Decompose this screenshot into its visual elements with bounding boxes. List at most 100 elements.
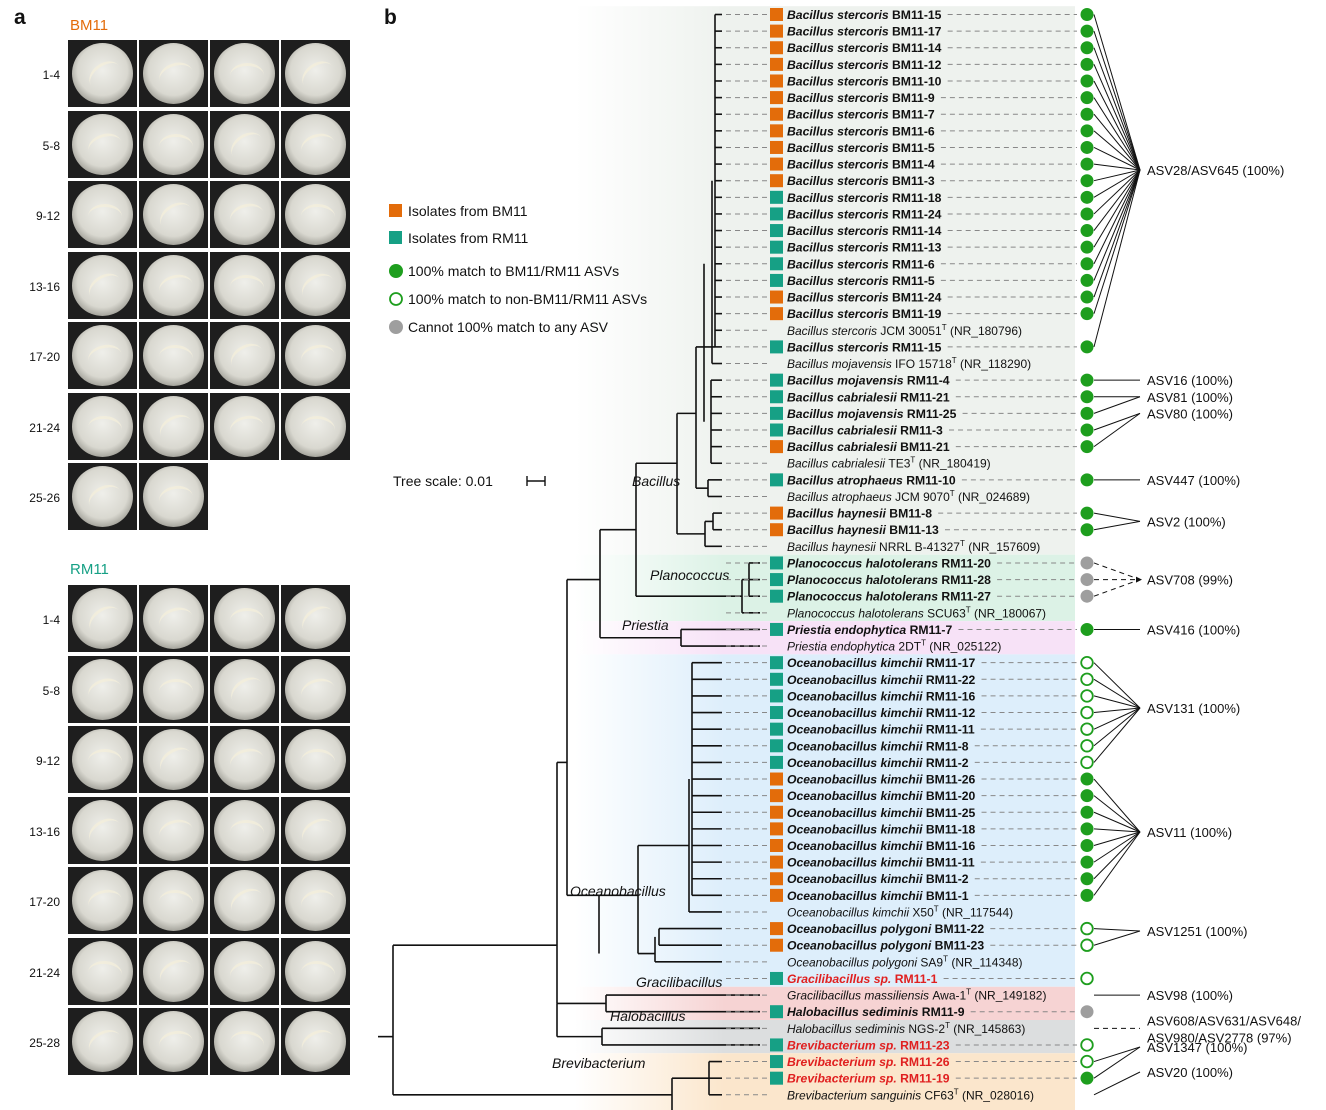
rm11-isolate-marker bbox=[770, 722, 783, 736]
asv-label: ASV81 (100%) bbox=[1147, 390, 1233, 405]
bm11-isolate-marker bbox=[770, 157, 783, 171]
bm11-isolate-marker bbox=[770, 888, 783, 902]
isolate-row: Bacillus cabrialesii RM11-21 bbox=[726, 390, 1094, 404]
isolate-label: Gracilibacillus sp. RM11-1 bbox=[787, 972, 938, 986]
reference-label: Oceanobacillus kimchii X50T (NR_117544) bbox=[787, 904, 1013, 919]
isolate-label: Brevibacterium sp. RM11-26 bbox=[787, 1055, 950, 1069]
asv-label: ASV11 (100%) bbox=[1147, 825, 1232, 840]
reference-label: Bacillus cabrialesii TE3T (NR_180419) bbox=[787, 456, 991, 471]
asv-match-filled-icon bbox=[1080, 772, 1094, 786]
isolate-label: Bacillus cabrialesii RM11-3 bbox=[787, 424, 943, 438]
isolate-row: Priestia endophytica RM11-7 bbox=[726, 622, 1094, 637]
isolate-row: Brevibacterium sp. RM11-19 bbox=[726, 1071, 1094, 1086]
isolate-label: Bacillus stercoris RM11-14 bbox=[787, 224, 942, 238]
plate-row-label: 17-20 bbox=[29, 350, 60, 364]
reference-strain-row: Bacillus cabrialesii TE3T (NR_180419) bbox=[726, 456, 991, 471]
isolate-row: Halobacillus sediminis RM11-9 bbox=[726, 1005, 1094, 1019]
isolate-row: Bacillus stercoris RM11-14 bbox=[726, 224, 1094, 238]
reference-label: Planococcus halotolerans SCU63T (NR_1800… bbox=[787, 605, 1046, 620]
asv-match-filled-icon bbox=[1080, 8, 1094, 21]
rm11-isolate-marker bbox=[770, 739, 783, 753]
asv-connector bbox=[1093, 811, 1141, 833]
culture-plate-photo bbox=[281, 322, 350, 389]
isolate-label: Priestia endophytica RM11-7 bbox=[787, 623, 952, 637]
legend-label: Cannot 100% match to any ASV bbox=[408, 319, 609, 335]
clade-label: Oceanobacillus bbox=[570, 883, 666, 899]
asv-match-open-icon bbox=[1080, 755, 1094, 770]
isolate-row: Oceanobacillus kimchii RM11-22 bbox=[726, 672, 1094, 687]
asv-match-filled-icon bbox=[1080, 140, 1094, 154]
culture-plate-photo bbox=[139, 181, 208, 248]
rm11-isolate-marker bbox=[770, 672, 783, 686]
isolate-row: Bacillus stercoris BM11-4 bbox=[726, 157, 1094, 172]
reference-strain-row: Oceanobacillus polygoni SA9T (NR_114348) bbox=[726, 954, 1022, 969]
isolate-label: Bacillus stercoris BM11-6 bbox=[787, 124, 935, 138]
culture-plate-photo bbox=[139, 585, 208, 652]
rm11-isolate-marker bbox=[770, 573, 783, 587]
isolate-label: Oceanobacillus kimchii RM11-22 bbox=[787, 673, 976, 687]
bm11-isolate-marker bbox=[770, 523, 783, 537]
isolate-label: Bacillus stercoris BM11-12 bbox=[787, 58, 942, 72]
plate-row-label: 25-28 bbox=[29, 1036, 60, 1050]
culture-plate-photo bbox=[139, 1008, 208, 1075]
isolate-label: Bacillus cabrialesii BM11-21 bbox=[787, 440, 950, 454]
plate-row-label: 17-20 bbox=[29, 895, 60, 909]
asv-match-open-icon bbox=[1080, 689, 1094, 703]
isolate-label: Bacillus stercoris BM11-9 bbox=[787, 91, 935, 105]
legend-square-bm11 bbox=[389, 204, 402, 217]
tree-scale-label: Tree scale: 0.01 bbox=[393, 473, 493, 489]
reference-strain-row: Brevibacterium sanguinis CF63T (NR_02801… bbox=[726, 1087, 1034, 1102]
asv-connector-dashed bbox=[1093, 579, 1141, 597]
isolate-row: Oceanobacillus kimchii BM11-16 bbox=[726, 839, 1094, 853]
isolate-row: Bacillus stercoris BM11-12 bbox=[726, 57, 1094, 72]
asv-nomatch-icon bbox=[1080, 1005, 1094, 1019]
plate-row-label: 13-16 bbox=[29, 824, 60, 839]
isolate-label: Bacillus stercoris RM11-24 bbox=[787, 207, 942, 221]
isolate-label: Bacillus stercoris BM11-15 bbox=[787, 8, 942, 22]
reference-strain-row: Bacillus atrophaeus JCM 9070T (NR_024689… bbox=[726, 489, 1030, 504]
isolate-row: Brevibacterium sp. RM11-23 bbox=[726, 1038, 1094, 1052]
asv-connector bbox=[1093, 169, 1141, 281]
bm11-isolate-marker bbox=[770, 789, 783, 803]
isolate-row: Bacillus mojavensis RM11-4 bbox=[726, 373, 1094, 388]
isolate-label: Bacillus stercoris BM11-14 bbox=[787, 41, 942, 55]
asv-connector bbox=[1093, 707, 1141, 714]
isolate-label: Bacillus stercoris BM11-19 bbox=[787, 307, 942, 321]
asv-match-filled-icon bbox=[1080, 622, 1094, 636]
isolate-label: Oceanobacillus kimchii BM11-11 bbox=[787, 856, 975, 870]
isolate-label: Oceanobacillus kimchii RM11-12 bbox=[787, 706, 976, 720]
isolate-row: Bacillus stercoris BM11-15 bbox=[726, 8, 1094, 22]
legend-square-rm11 bbox=[389, 231, 402, 244]
asv-connector bbox=[1093, 80, 1141, 171]
reference-strain-row: Priestia endophytica 2DTT (NR_025122) bbox=[726, 639, 1001, 654]
asv-connector bbox=[1093, 169, 1141, 314]
isolate-label: Brevibacterium sp. RM11-23 bbox=[787, 1038, 950, 1052]
isolate-label: Bacillus stercoris BM11-10 bbox=[787, 74, 942, 88]
band-fade bbox=[575, 0, 725, 1110]
bm11-isolate-marker bbox=[770, 440, 783, 454]
culture-plate-photo bbox=[210, 796, 279, 864]
legend-item: Isolates from RM11 bbox=[389, 230, 529, 246]
reference-label: Bacillus mojavensis IFO 15718T (NR_11829… bbox=[787, 356, 1031, 371]
isolate-row: Oceanobacillus kimchii RM11-12 bbox=[726, 705, 1094, 720]
asv-connector bbox=[1093, 707, 1141, 747]
culture-plate-photo bbox=[139, 392, 208, 460]
asv-label: ASV20 (100%) bbox=[1147, 1065, 1233, 1080]
asv-connector bbox=[1093, 169, 1141, 248]
legend-label: Isolates from BM11 bbox=[408, 203, 528, 219]
asv-connector bbox=[1093, 520, 1141, 531]
culture-plate-photo bbox=[68, 796, 137, 864]
rm11-isolate-marker bbox=[770, 190, 783, 204]
isolate-label: Oceanobacillus polygoni BM11-22 bbox=[787, 922, 984, 936]
bm11-isolate-marker bbox=[770, 938, 783, 952]
asv-match-filled-icon bbox=[1080, 273, 1094, 287]
isolate-label: Brevibacterium sp. RM11-19 bbox=[787, 1072, 950, 1086]
reference-label: Bacillus stercoris JCM 30051T (NR_180796… bbox=[787, 323, 1022, 338]
asv-label: ASV1347 (100%) bbox=[1147, 1040, 1247, 1055]
asv-match-open-icon bbox=[1080, 1054, 1094, 1069]
clade-label: Planococcus bbox=[650, 567, 729, 583]
isolate-row: Bacillus stercoris BM11-24 bbox=[726, 290, 1094, 305]
asv-match-filled-icon bbox=[1080, 390, 1094, 404]
asv-connector bbox=[1093, 113, 1141, 171]
asv-match-open-icon bbox=[1080, 739, 1094, 753]
